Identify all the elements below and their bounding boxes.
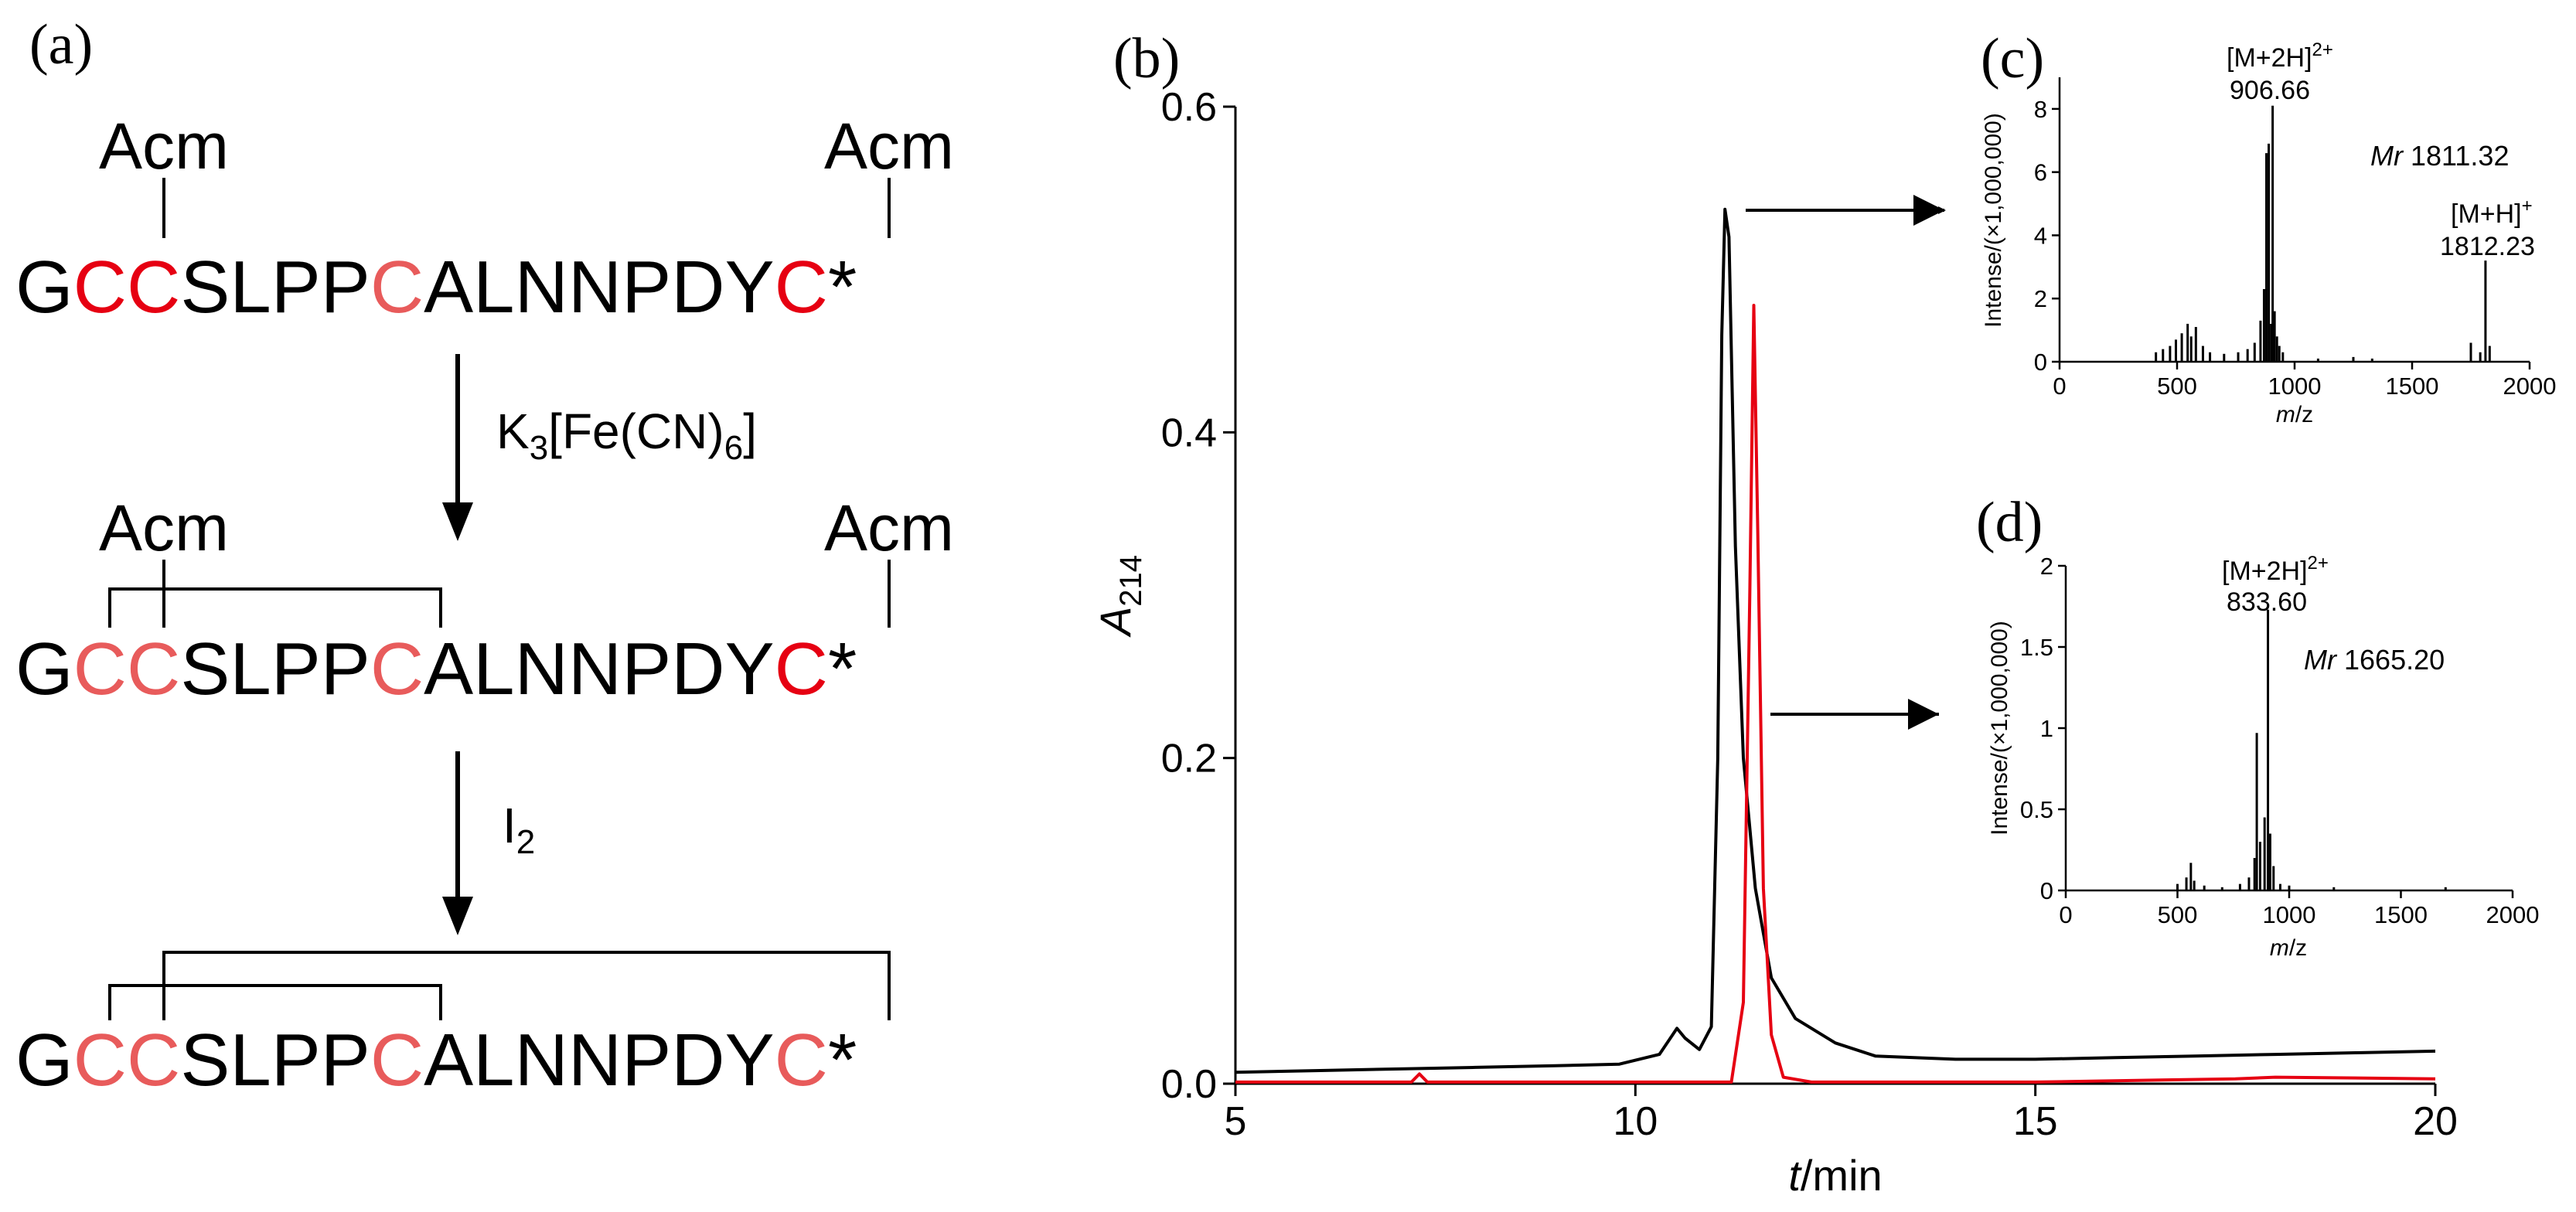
- hplc-y-axis-label: A214: [1091, 555, 1148, 638]
- panel-label-c: (c): [1981, 27, 2044, 90]
- hplc-chromatogram: (b) A214 t/min 5 10 15 200.00.20.40.6: [1091, 27, 2458, 1200]
- ms-c-y-axis-label: Intense/(×1,000,000): [1981, 113, 2006, 328]
- peptide-sequence-row2: GCCSLPPCALNNPDYC*: [15, 628, 857, 710]
- peptide-sequence-row3: GCCSLPPCALNNPDYC*: [15, 1019, 857, 1101]
- acm-label-row1-right: Acm: [824, 110, 954, 182]
- y-tick-label: 2: [2040, 553, 2053, 580]
- x-tick-label: 2000: [2503, 373, 2557, 400]
- reaction-arrowhead-2: [442, 897, 473, 935]
- ms-c-mr-label: Mr 1811.32: [2370, 140, 2509, 172]
- disulfide-bridge-1-row2: [108, 587, 442, 628]
- ms-spectrum-c: (c) Intense/(×1,000,000) m/z [M+2H]2+ 90…: [1981, 27, 2556, 427]
- x-tick-label: 1000: [2268, 373, 2322, 400]
- ms-c-ion-label-h: [M+H]+: [2451, 196, 2533, 229]
- y-tick-label: 0.0: [1161, 1062, 1217, 1107]
- y-tick-label: 0: [2034, 349, 2047, 376]
- ms-d-ion-label-2h: [M+2H]2+: [2222, 553, 2329, 586]
- x-tick-label: 1000: [2263, 901, 2316, 928]
- arrowhead-c: [1913, 195, 1944, 226]
- x-tick-label: 15: [2013, 1099, 2058, 1144]
- arrowhead-d: [1908, 699, 1939, 730]
- ms-spectrum-d: (d) Intense/(×1,000,000) m/z [M+2H]2+ 83…: [1976, 491, 2539, 961]
- acm-label-row2-right: Acm: [824, 492, 954, 564]
- ms-c-mz-label-h: 1812.23: [2440, 232, 2535, 261]
- x-tick-label: 1500: [2386, 373, 2439, 400]
- disulfide-bridge-1-row3: [108, 984, 442, 1020]
- y-tick-label: 0: [2040, 877, 2053, 904]
- x-tick-label: 500: [2158, 901, 2198, 928]
- y-tick-label: 4: [2034, 222, 2047, 249]
- x-tick-label: 2000: [2486, 901, 2540, 928]
- y-tick-label: 8: [2034, 96, 2047, 123]
- acm-label-row1-left: Acm: [99, 110, 229, 182]
- acm-label-row2-left: Acm: [99, 492, 229, 564]
- ms-c-x-axis-label: m/z: [2276, 402, 2313, 427]
- y-tick-label: 1.5: [2020, 634, 2053, 661]
- x-tick-label: 20: [2413, 1099, 2458, 1144]
- ms-c-ion-label-2h: [M+2H]2+: [2227, 39, 2333, 73]
- y-tick-label: 1: [2040, 715, 2053, 742]
- ms-c-peaks: [2155, 105, 2491, 362]
- x-tick-label: 0: [2059, 901, 2072, 928]
- peptide-sequence-row1: GCCSLPPCALNNPDYC*: [15, 246, 857, 329]
- panel-label-a: (a): [29, 13, 93, 77]
- y-tick-label: 2: [2034, 285, 2047, 312]
- y-tick-label: 0.4: [1161, 410, 1217, 455]
- ms-d-y-axis-label: Intense/(×1,000,000): [1987, 621, 2012, 836]
- y-tick-label: 0.6: [1161, 85, 1217, 130]
- ms-d-mz-label-2h: 833.60: [2227, 587, 2307, 617]
- ms-d-x-axis-label: m/z: [2270, 935, 2307, 961]
- ms-c-mz-label-2h: 906.66: [2230, 76, 2310, 105]
- ms-d-peaks: [2176, 609, 2447, 890]
- scheme-panel: (a) Acm Acm GCCSLPPCALNNPDYC* K3[Fe(CN)6…: [15, 13, 954, 1101]
- reagent-iodine: I2: [503, 798, 535, 861]
- trace-red-trace: [1235, 304, 2436, 1084]
- trace-black-trace: [1235, 207, 2436, 1074]
- x-tick-label: 500: [2157, 373, 2197, 400]
- y-tick-label: 0.2: [1161, 737, 1217, 781]
- x-tick-label: 0: [2053, 373, 2066, 400]
- ms-d-mr-label: Mr 1665.20: [2304, 644, 2445, 676]
- reagent-ferricyanide: K3[Fe(CN)6]: [496, 403, 757, 467]
- y-tick-label: 0.5: [2020, 796, 2053, 823]
- x-tick-label: 5: [1225, 1099, 1247, 1144]
- ms-c-ticks: 0 500 1000 1500 2000 0 2 4 6 8: [2034, 96, 2557, 400]
- hplc-x-axis-label: t/min: [1788, 1151, 1882, 1200]
- panel-label-d: (d): [1976, 491, 2043, 554]
- hplc-ticks: 5 10 15 200.00.20.40.6: [1161, 85, 2458, 1144]
- y-tick-label: 6: [2034, 159, 2047, 186]
- x-tick-label: 10: [1613, 1099, 1658, 1144]
- ms-d-ticks: 0 500 1000 1500 2000 0 0.5 1 1.5 2: [2020, 553, 2540, 928]
- x-tick-label: 1500: [2374, 901, 2428, 928]
- panel-label-b: (b): [1113, 27, 1180, 90]
- hplc-traces: [1235, 207, 2436, 1084]
- reaction-arrowhead-1: [442, 502, 473, 541]
